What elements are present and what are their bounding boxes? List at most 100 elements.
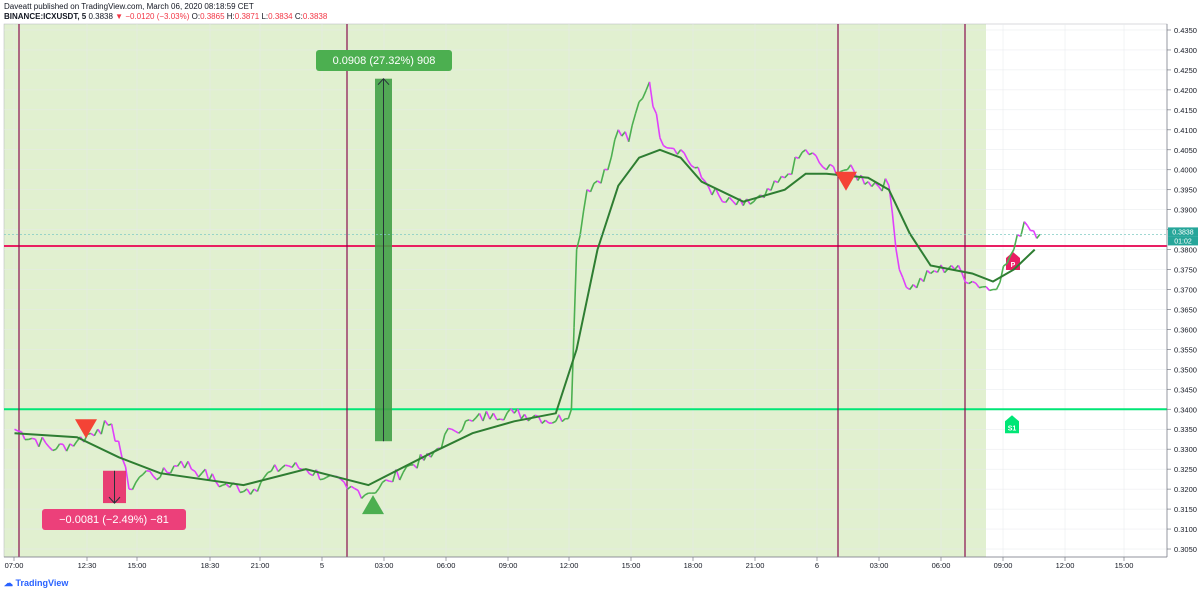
price-segment [169,465,175,474]
price-segment [138,473,144,478]
price-segment [915,277,921,289]
price-segment [246,488,252,495]
price-segment [728,196,734,202]
price-segment [558,414,563,422]
price-segment [65,443,71,452]
pivot-label: P [1011,262,1016,269]
price-segment [222,483,227,486]
price-segment [989,288,994,292]
symbol-info: BINANCE:ICXUSDT, 5 0.3838 ▼ −0.0120 (−3.… [4,12,327,21]
price-segment [523,413,529,422]
price-segment [451,428,456,432]
low-label: L: [261,12,269,21]
price-segment [444,427,449,435]
x-tick-label: 03:00 [870,561,889,570]
y-tick-label: 0.3900 [1174,206,1197,215]
price-segment [624,131,630,143]
price-segment [489,412,495,420]
x-tick-label: 06:00 [932,561,951,570]
y-tick-label: 0.3100 [1174,525,1197,534]
price-segment [309,473,314,477]
price-segment [784,173,789,179]
price-segment [374,488,380,494]
price-segment [364,492,369,496]
x-tick-label: 15:00 [1115,561,1134,570]
price-segment [687,159,692,166]
drawing-tools[interactable]: 0.0908 (27.32%) 908 −0.0081 (−2.49%) −81 [42,50,452,530]
symbol-name[interactable]: BINANCE:ICXUSDT, 5 [4,12,87,21]
price-segment [950,265,956,270]
price-segment [895,247,901,270]
price-segment [277,467,283,473]
price-segment [385,479,390,482]
price-segment [124,466,130,490]
price-segment [31,437,36,440]
price-segment [347,485,352,490]
price-segment [798,151,803,159]
price-segment [274,464,279,472]
price-segment [350,485,355,490]
countdown-label: 01:02 [1174,238,1192,245]
moving-average [14,148,1036,487]
price-segment [1013,234,1019,250]
chart-background [3,23,1168,558]
price-segment [180,460,186,469]
price-segment [354,487,359,492]
price-segment [673,148,678,155]
price-segment [607,156,613,170]
close-value: 0.3838 [302,12,328,21]
measure-down-label-bg [42,509,186,530]
price-segment [652,106,658,115]
price-segment [156,476,161,481]
price-segment [805,149,810,156]
price-label-bg [1168,227,1198,237]
price-segment [846,164,852,171]
price-segment [676,149,682,155]
price-segment [454,430,460,434]
sell-signal-icon [75,419,97,439]
price-segment [593,180,598,184]
price-segment [551,420,557,424]
price-segment [700,177,706,182]
price-segment [902,277,908,288]
y-tick-label: 0.4000 [1174,166,1197,175]
x-tick-label: 21:00 [251,561,270,570]
price-segment [732,200,737,206]
price-segment [1032,230,1038,239]
price-segment [496,418,501,421]
y-tick-label: 0.4200 [1174,86,1197,95]
pivot-tag [1005,415,1019,434]
price-segment [520,413,526,420]
price-segment [711,187,717,196]
price-segment [239,490,244,494]
price-segment [163,467,168,474]
x-tick-label: 06:00 [437,561,456,570]
price-segment [500,418,504,421]
price-segment [909,284,914,290]
x-tick-label: 21:00 [746,561,765,570]
y-tick-label: 0.3200 [1174,485,1197,494]
x-tick-label: 12:00 [1056,561,1075,570]
price-segment [187,461,193,470]
price-segment [627,125,633,142]
price-segment [14,428,19,432]
price-segment [777,176,783,183]
price-segment [1002,262,1008,267]
price-segment [402,466,408,473]
y-tick-label: 0.3750 [1174,266,1197,275]
price-segment [662,144,668,149]
price-segment [34,438,40,448]
price-segment [440,434,446,449]
price-segment [159,467,165,478]
y-tick-label: 0.4250 [1174,66,1197,75]
price-segment [870,182,876,188]
price-segment [343,481,349,490]
price-segment [267,470,272,474]
price-segment [1006,255,1012,264]
y-tick-label: 0.3050 [1174,545,1197,554]
price-segment [1036,233,1041,239]
tradingview-logo[interactable]: ☁ TradingView [4,578,68,589]
price-segment [131,481,137,490]
